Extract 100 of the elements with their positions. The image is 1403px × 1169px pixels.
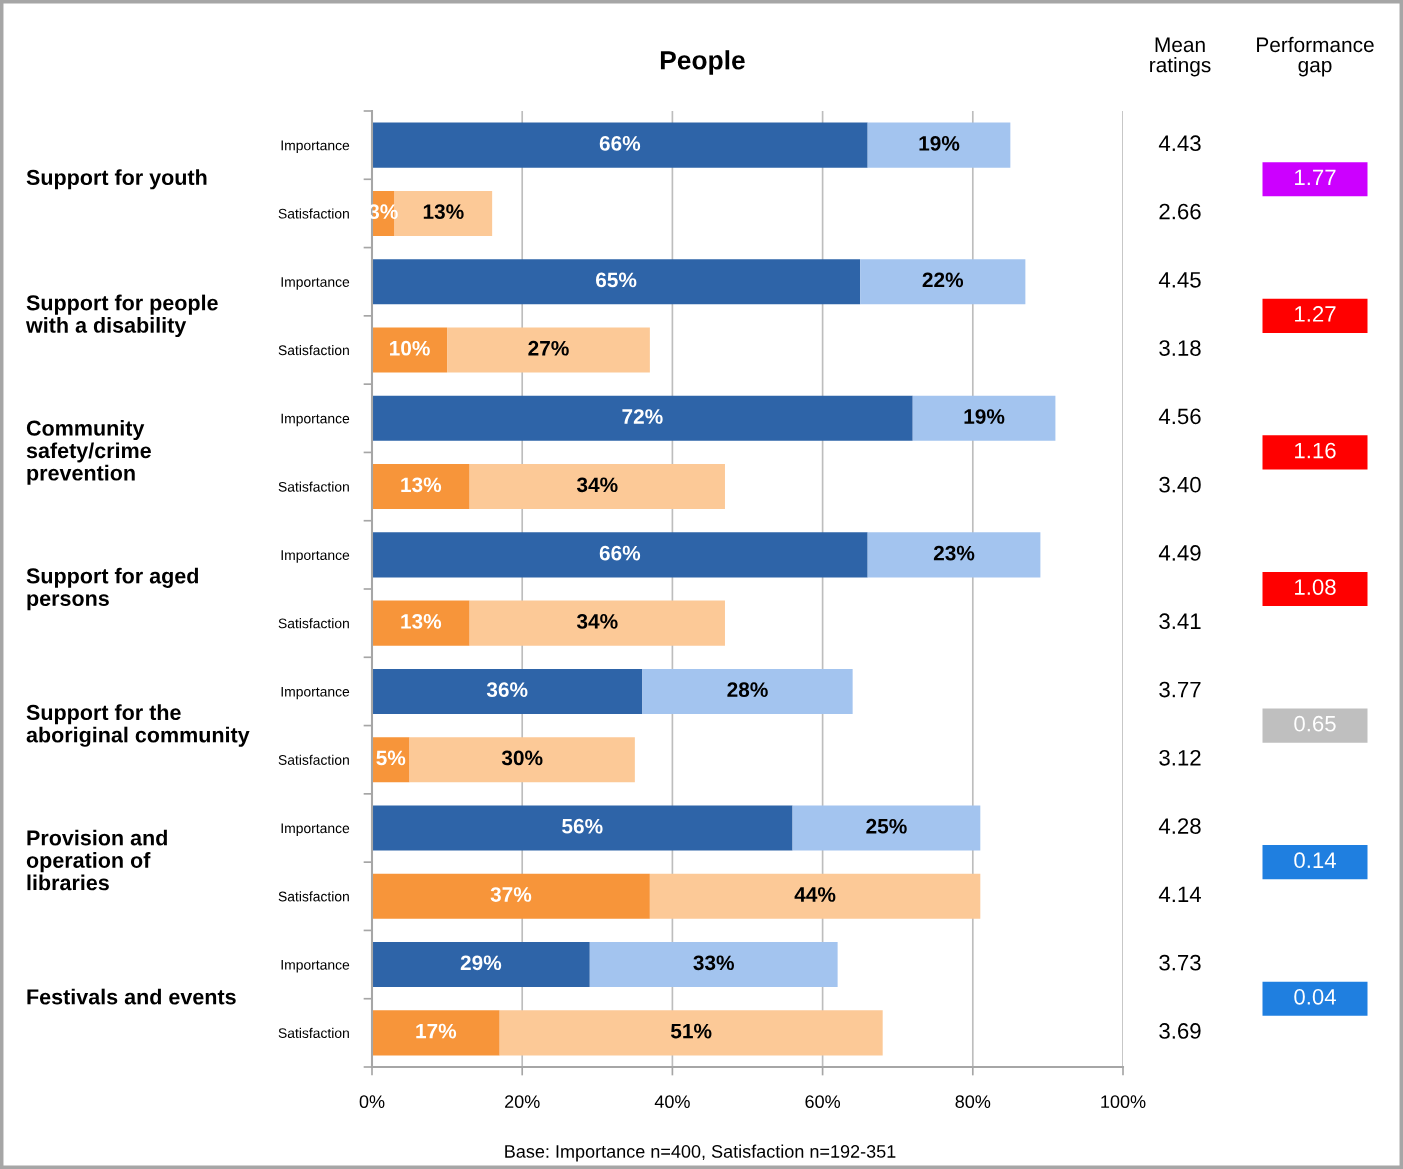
text: Support for aged persons [26,567,198,611]
text: 3.40 [1159,476,1201,493]
data-label: 66% [599,545,641,561]
y-tick-label: Satisfaction [278,481,349,492]
y-tick-label: Importance [281,823,350,836]
text: Support for people with a disability [25,294,218,338]
data-label: 29% [460,955,502,971]
text: Base: Importance n=400, Satisfaction n=192-351 [505,1144,896,1162]
text: Festivals and events [27,988,236,1005]
data-label: 34% [576,477,618,493]
text: 0.04 [1294,988,1336,1005]
bar [372,464,470,510]
data-label: 56% [562,818,603,834]
bar [372,327,448,373]
x-tick-label: 60% [805,1095,841,1109]
chart-title: People [660,50,745,75]
bar [372,873,650,919]
text: 3.12 [1159,749,1201,766]
bar [372,942,590,988]
text: 1.08 [1295,579,1336,595]
text: 4.14 [1158,886,1201,903]
data-label: 19% [964,409,1005,424]
bar [372,668,643,714]
data-label: 13% [401,613,442,629]
x-tick-label: 80% [955,1095,991,1109]
y-tick-label: Importance [281,960,350,973]
text: 4.43 [1158,135,1201,152]
data-label: 37% [490,887,532,902]
text: Performance gap [1257,36,1374,77]
bar [372,600,470,646]
data-label: 36% [486,682,528,698]
x-tick-label: 40% [654,1095,690,1109]
text: 4.45 [1158,272,1201,288]
y-tick-label: Satisfaction [278,208,349,219]
bar [642,668,853,714]
data-label: 65% [595,272,637,288]
y-tick-label: Satisfaction [278,618,349,629]
y-tick-label: Importance [281,413,350,427]
text: 0.14 [1294,852,1336,869]
data-label: 19% [919,135,960,151]
bar [372,805,793,851]
data-label: 66% [599,135,641,151]
data-label: 25% [866,818,907,834]
data-label: 34% [576,613,618,629]
text: 0.65 [1294,715,1336,732]
text: 3.69 [1159,1023,1201,1039]
text: 4.56 [1158,408,1201,425]
text: 3.77 [1159,681,1201,698]
bar [372,1010,500,1056]
bar [372,259,861,305]
text: Support for the aboriginal community [26,704,250,747]
y-tick-label: Importance [281,550,350,563]
data-label: 51% [670,1023,712,1039]
bar [372,532,868,578]
bar [409,737,635,783]
y-tick-label: Satisfaction [278,891,349,902]
data-label: 10% [390,340,430,356]
bar [469,600,725,646]
text: 4.28 [1158,818,1201,834]
bar [372,122,868,168]
text: 3.73 [1159,954,1201,971]
text: Community safety/crime prevention [26,419,151,485]
bar [469,464,725,510]
y-tick-label: Importance [281,686,350,700]
data-label: 23% [933,545,975,561]
bar [649,873,981,919]
bar [912,395,1056,441]
text: 1.27 [1295,306,1336,322]
y-tick-label: Satisfaction [278,754,349,765]
x-tick-label: 0% [359,1095,385,1109]
data-label: 33% [693,955,735,971]
bar [589,942,838,988]
data-label: 72% [622,409,663,424]
text: 1.77 [1295,169,1336,186]
bar [867,122,1011,168]
data-label: 5% [376,750,406,766]
bar [860,259,1026,305]
text: 2.66 [1159,203,1201,220]
bar [372,395,913,441]
text: Provision and operation of libraries [26,829,167,891]
text: Support for youth [26,169,207,190]
x-tick-label: 20% [505,1095,540,1109]
text: 1.16 [1295,442,1336,459]
y-tick-label: Satisfaction [278,1027,349,1039]
data-label: 13% [401,477,442,493]
bar [867,532,1041,578]
data-label: 13% [423,204,464,220]
text: 3.18 [1159,340,1201,356]
bar [792,805,981,851]
data-label: 44% [794,887,836,902]
bar [447,327,650,373]
bar [499,1010,883,1056]
data-label: 17% [416,1023,457,1039]
y-tick-label: Importance [281,140,350,154]
data-label: 27% [528,340,569,356]
data-label: 28% [727,682,768,698]
y-tick-label: Satisfaction [278,344,349,356]
text: 4.49 [1158,545,1201,561]
text: Mean ratings [1150,37,1211,77]
text: 3.41 [1159,613,1201,630]
